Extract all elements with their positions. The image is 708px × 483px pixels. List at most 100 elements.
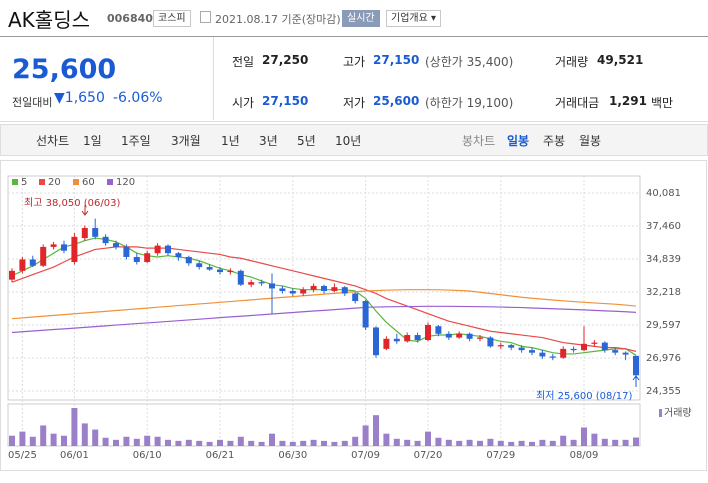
candle-body [248,282,255,285]
company-info-text: 기업개요 [391,13,428,24]
volume-bar [154,436,161,446]
tab-period[interactable]: 3개월 [171,134,201,148]
candle-body [185,256,192,264]
volume-bar [352,436,359,446]
volume-bar [248,440,255,446]
candle-body [175,253,182,257]
candle-body [237,270,244,285]
stat-note: (하한가 19,100) [425,96,514,110]
volume-bar [529,441,535,446]
candle-body [102,236,109,244]
volume-bar [570,439,577,446]
plot-frame [7,175,641,401]
volume-bar [196,440,203,446]
tab-period[interactable]: 3년 [259,134,278,148]
volume-bar [383,433,390,446]
candle-body [341,287,348,294]
x-tick-label: 06/10 [133,450,162,461]
y-tick-label: 40,081 [646,188,681,199]
tab-period[interactable]: 1년 [221,134,240,148]
volume-bar [175,440,182,446]
volume-bar [289,441,296,446]
tab-period[interactable]: 1주일 [121,134,151,148]
volume-bar [144,435,151,446]
tab-period[interactable]: 월봉 [579,134,602,148]
candle-body [196,263,203,268]
volume-bar [508,441,515,446]
stat-value: 27,150 [373,53,420,67]
change-rate: -6.06% [113,90,163,106]
stat-value: 27,250 [262,53,309,67]
change-value: 1,650 [64,90,105,106]
candle-body [331,287,338,291]
volume-bar [237,436,244,446]
candle-body [633,355,639,376]
stat-label: 거래량 [555,55,589,69]
candle-body [71,236,78,263]
volume-bar [9,435,15,446]
candle-body [133,256,140,263]
legend-label: 120 [116,177,135,188]
volume-bar [539,439,546,446]
x-tick-label: 07/09 [351,450,380,461]
volume-bar [549,440,556,446]
company-info-dropdown[interactable]: 기업개요 ▾ [386,10,442,27]
candle-body [581,343,587,351]
volume-legend: 거래량 [664,407,692,419]
candle-body [123,246,130,257]
stat-label: 거래대금 [555,96,600,110]
volume-bar [633,437,639,446]
low-annotation: 최저 25,600 (08/17) [536,391,633,402]
candle-body [591,342,598,344]
volume-bar [435,437,442,446]
candle-body [362,301,369,328]
candle-body [269,283,275,289]
market-badge: 코스피 [153,10,191,27]
y-tick-label: 37,460 [646,221,681,232]
volume-bar [622,439,629,446]
volume-bar [466,439,473,446]
volume-bar [445,439,452,446]
volume-bar [61,435,67,446]
tab-period[interactable]: 1일 [83,134,102,148]
realtime-button[interactable]: 실시간 [342,10,380,27]
tab-label: 선차트 [36,134,70,148]
candle-body [321,285,327,291]
tab-period[interactable]: 5년 [297,134,316,148]
candle-body [29,259,36,266]
chart-frame [0,160,707,471]
x-tick-label: 07/20 [414,450,443,461]
legend-label: 20 [48,177,61,188]
volume-legend-swatch [659,409,662,417]
stat-label: 전일 [232,55,255,69]
volume-bar [518,440,525,446]
stock-name: AK홀딩스 [8,8,90,32]
y-tick-label: 34,839 [646,254,681,265]
tab-period[interactable]: 일봉 [507,134,530,148]
stat-unit: 백만 [651,96,674,110]
volume-bar [300,440,307,446]
y-tick-label: 24,355 [646,386,681,397]
tab-label: 봉차트 [462,134,496,148]
volume-bar [581,427,587,446]
volume-bar [393,438,400,446]
tab-period[interactable]: 10년 [335,134,362,148]
x-tick-label: 06/01 [60,450,89,461]
candle-body [92,228,99,237]
candle-body [560,348,567,358]
candle-body [612,350,619,353]
volume-bar [81,423,88,446]
volume-bar [133,438,140,446]
candle-body [456,333,463,338]
volume-bar [19,431,26,446]
candle-body [466,333,473,339]
volume-bar [102,437,109,446]
date: 2021.08.17 기준(장마감) [215,13,341,26]
volume-bar [497,440,504,446]
volume-bar [50,433,57,446]
candle-body [414,335,421,341]
tab-period[interactable]: 주봉 [543,134,566,148]
candle-body [445,333,452,338]
stat-note: (상한가 35,400) [425,55,514,69]
